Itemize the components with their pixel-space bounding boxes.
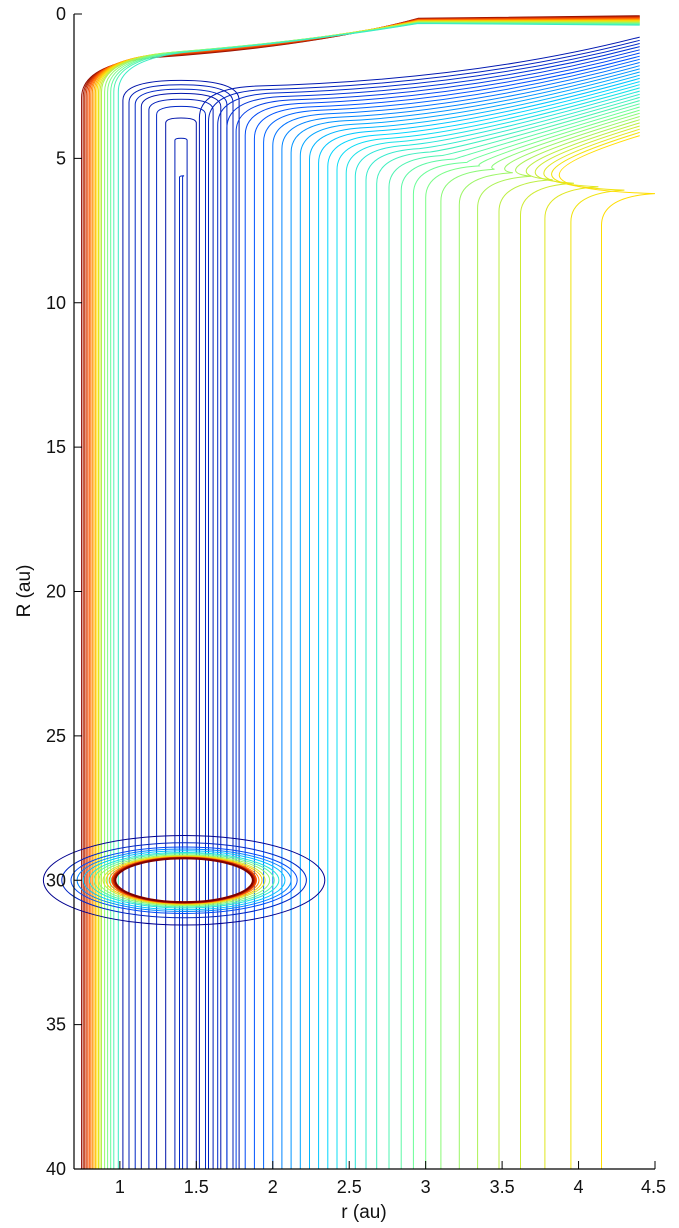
contour-line bbox=[87, 17, 640, 1169]
contour-line bbox=[412, 106, 640, 1169]
y-tick-label: 35 bbox=[46, 1015, 66, 1035]
contour-line bbox=[99, 21, 640, 1169]
contour-line bbox=[327, 81, 640, 1169]
contour-line bbox=[88, 17, 640, 1169]
contour-line bbox=[272, 62, 640, 1169]
contour-line bbox=[376, 96, 640, 1169]
contour-line bbox=[244, 52, 640, 1169]
ring-contour bbox=[70, 846, 298, 914]
contour-line bbox=[226, 46, 640, 1169]
ring-contour bbox=[88, 852, 280, 909]
contour-line bbox=[134, 88, 228, 1169]
contour-line bbox=[290, 68, 640, 1169]
contour-line bbox=[477, 119, 640, 1169]
tick-labels: 0 5 10 15 20 25 30 35 40 1 1.5 2 2.5 3 3.5 4 4.5 bbox=[46, 4, 666, 1197]
ring-contour bbox=[82, 850, 286, 911]
contour-line bbox=[299, 71, 640, 1169]
ring-contour bbox=[97, 854, 271, 907]
y-tick-label: 25 bbox=[46, 726, 66, 746]
contour-line bbox=[94, 19, 640, 1169]
contour-line bbox=[165, 117, 197, 1169]
y-tick-label: 20 bbox=[46, 582, 66, 602]
bound-state-contours bbox=[42, 834, 326, 926]
contour-line bbox=[520, 125, 640, 1169]
contour-line bbox=[281, 65, 640, 1169]
contour-line bbox=[558, 135, 655, 1169]
y-tick-label: 15 bbox=[46, 437, 66, 457]
contour-line bbox=[345, 87, 640, 1169]
contour-line bbox=[93, 19, 640, 1169]
contour-line bbox=[84, 16, 640, 1169]
contour-line bbox=[235, 49, 640, 1169]
x-tick-label: 4.5 bbox=[641, 1177, 666, 1197]
ring-contour bbox=[61, 842, 307, 919]
x-tick-label: 2 bbox=[268, 1177, 278, 1197]
contour-line bbox=[458, 116, 640, 1169]
contour-line bbox=[263, 58, 640, 1169]
contour-line bbox=[551, 131, 640, 1169]
contour-line bbox=[174, 137, 188, 1169]
ring-contour bbox=[93, 853, 275, 908]
y-tick-label: 5 bbox=[56, 148, 66, 168]
contour-line bbox=[117, 22, 640, 1169]
contour-line bbox=[253, 55, 640, 1169]
contour-line bbox=[365, 93, 640, 1169]
x-tick-label: 3.5 bbox=[490, 1177, 515, 1197]
contour-line bbox=[309, 74, 640, 1169]
contour-line bbox=[354, 90, 640, 1169]
contour-line bbox=[179, 175, 185, 1169]
y-tick-label: 40 bbox=[46, 1159, 66, 1179]
contour-line bbox=[140, 92, 222, 1169]
x-tick-label: 4 bbox=[574, 1177, 584, 1197]
contour-lines bbox=[81, 15, 655, 1169]
y-tick-label: 30 bbox=[46, 870, 66, 890]
axes bbox=[73, 14, 655, 1170]
y-tick-label: 0 bbox=[56, 4, 66, 24]
x-tick-label: 1.5 bbox=[184, 1177, 209, 1197]
contour-line bbox=[156, 105, 206, 1169]
contour-line bbox=[122, 79, 240, 1169]
y-tick-label: 10 bbox=[46, 293, 66, 313]
contour-line bbox=[217, 43, 640, 1169]
contour-line bbox=[82, 15, 640, 1169]
contour-line bbox=[208, 39, 640, 1169]
contour-line bbox=[543, 128, 640, 1169]
x-tick-label: 3 bbox=[421, 1177, 431, 1197]
contour-line bbox=[425, 109, 640, 1169]
contour-line bbox=[104, 21, 640, 1169]
contour-line bbox=[96, 20, 640, 1169]
ring-contour bbox=[102, 855, 266, 906]
contour-line bbox=[318, 77, 640, 1169]
x-axis-label: r (au) bbox=[341, 1202, 386, 1223]
contour-line bbox=[90, 18, 640, 1169]
ring-contour bbox=[114, 857, 254, 904]
contour-line bbox=[498, 122, 640, 1169]
contour-line bbox=[198, 36, 640, 1169]
contour-line bbox=[388, 100, 640, 1169]
contour-line bbox=[148, 98, 214, 1169]
contour-line bbox=[440, 112, 640, 1169]
contour-line bbox=[400, 103, 640, 1169]
ring-contour bbox=[105, 856, 263, 905]
contour-line bbox=[336, 84, 640, 1169]
contour-line bbox=[85, 16, 640, 1169]
x-tick-label: 1 bbox=[115, 1177, 125, 1197]
x-tick-label: 2.5 bbox=[337, 1177, 362, 1197]
y-axis-label: R (au) bbox=[14, 565, 35, 618]
ring-contour bbox=[42, 834, 326, 926]
